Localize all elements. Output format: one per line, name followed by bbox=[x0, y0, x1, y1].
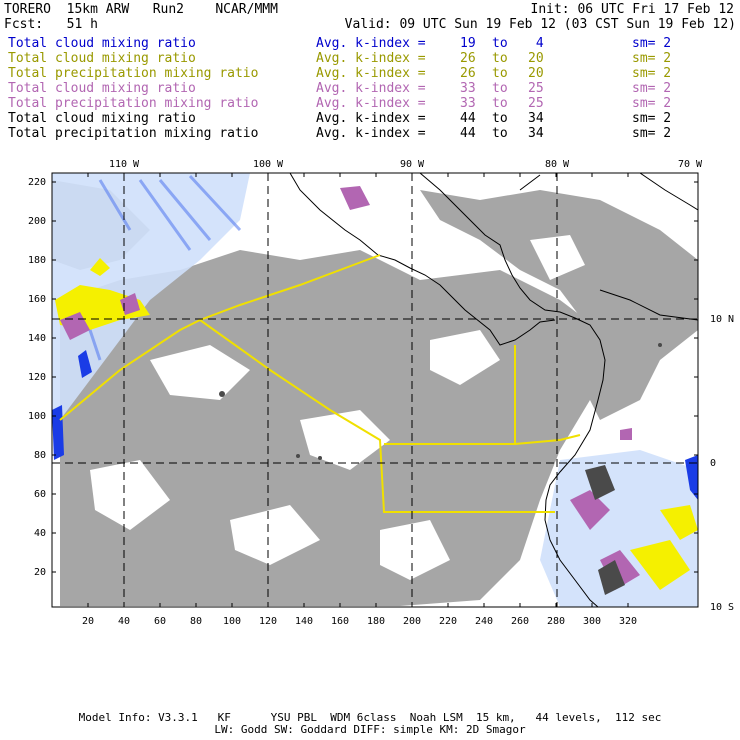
legend-from-value: 26 bbox=[460, 66, 476, 81]
legend-smoothing: sm= 2 bbox=[632, 126, 672, 141]
model-info: Model Info: V3.3.1 KF YSU PBL WDM 6class… bbox=[78, 711, 662, 724]
physics-info: LW: Godd SW: Goddard DIFF: simple KM: 2D… bbox=[214, 723, 526, 736]
legend-to-value: 34 bbox=[528, 126, 544, 141]
precip-blue bbox=[52, 350, 698, 500]
legend-smoothing: sm= 2 bbox=[632, 66, 672, 81]
x-tick-label: 180 bbox=[367, 616, 385, 627]
legend-from-value: 26 bbox=[460, 51, 476, 66]
legend-to-value: 34 bbox=[528, 111, 544, 126]
legend-from-value: 19 bbox=[460, 36, 476, 51]
legend-to-word: to bbox=[492, 111, 508, 126]
x-tick-label: 220 bbox=[439, 616, 457, 627]
y-tick-label: 220 bbox=[28, 177, 46, 188]
coastline bbox=[289, 173, 698, 607]
y-tick-label: 80 bbox=[34, 450, 46, 461]
y-tick-label: 180 bbox=[28, 255, 46, 266]
legend-from-value: 33 bbox=[460, 96, 476, 111]
graticule bbox=[52, 173, 698, 607]
forecast-hour: Fcst: 51 h bbox=[4, 17, 98, 32]
model-title: TORERO 15km ARW Run2 NCAR/MMM bbox=[4, 2, 278, 17]
legend-field-name: Total cloud mixing ratio bbox=[8, 111, 196, 126]
map-frame bbox=[51, 172, 699, 608]
precip-dark bbox=[219, 343, 662, 595]
latitude-label: 10 N bbox=[710, 314, 734, 325]
legend-to-word: to bbox=[492, 66, 508, 81]
x-tick-label: 20 bbox=[82, 616, 94, 627]
x-tick-label: 100 bbox=[223, 616, 241, 627]
legend-from-value: 44 bbox=[460, 126, 476, 141]
legend-index-label: Avg. k-index = bbox=[316, 51, 434, 66]
x-tick-label: 40 bbox=[118, 616, 130, 627]
legend-field-name: Total cloud mixing ratio bbox=[8, 51, 196, 66]
x-tick-label: 60 bbox=[154, 616, 166, 627]
legend-to-value: 4 bbox=[528, 36, 544, 51]
legend-index-label: Avg. k-index = bbox=[316, 36, 434, 51]
legend-index-label: Avg. k-index = bbox=[316, 66, 434, 81]
longitude-label: 90 W bbox=[400, 159, 425, 170]
legend-index-label: Avg. k-index = bbox=[316, 111, 434, 126]
y-tick-label: 40 bbox=[34, 528, 46, 539]
legend-to-value: 20 bbox=[528, 51, 544, 66]
legend-smoothing: sm= 2 bbox=[632, 36, 672, 51]
legend-to-word: to bbox=[492, 96, 508, 111]
legend-from-value: 33 bbox=[460, 81, 476, 96]
legend-index-label: Avg. k-index = bbox=[316, 81, 434, 96]
longitude-label: 80 W bbox=[545, 159, 570, 170]
legend-to-word: to bbox=[492, 36, 508, 51]
legend-field-name: Total precipitation mixing ratio bbox=[8, 126, 259, 141]
legend-smoothing: sm= 2 bbox=[632, 96, 672, 111]
x-tick-label: 140 bbox=[295, 616, 313, 627]
legend-to-value: 25 bbox=[528, 96, 544, 111]
axis-ticks bbox=[52, 173, 698, 607]
longitude-labels: 110 W 100 W 90 W 80 W 70 W bbox=[109, 159, 703, 170]
longitude-label: 110 W bbox=[109, 159, 140, 170]
legend-field-name: Total cloud mixing ratio bbox=[8, 36, 196, 51]
legend-to-word: to bbox=[492, 81, 508, 96]
longitude-label: 100 W bbox=[253, 159, 284, 170]
x-tick-label: 120 bbox=[259, 616, 277, 627]
latitude-labels: 10 N 0 10 S bbox=[710, 314, 734, 613]
legend-smoothing: sm= 2 bbox=[632, 51, 672, 66]
x-tick-label: 280 bbox=[547, 616, 565, 627]
legend-index-label: Avg. k-index = bbox=[316, 96, 434, 111]
y-tick-label: 200 bbox=[28, 216, 46, 227]
cloud-field-gaps bbox=[90, 235, 585, 580]
legend-to-word: to bbox=[492, 51, 508, 66]
x-tick-label: 80 bbox=[190, 616, 202, 627]
y-tick-label: 20 bbox=[34, 567, 46, 578]
legend-smoothing: sm= 2 bbox=[632, 81, 672, 96]
y-tick-label: 100 bbox=[28, 411, 46, 422]
y-tick-label: 140 bbox=[28, 333, 46, 344]
y-tick-label: 160 bbox=[28, 294, 46, 305]
legend-field-name: Total precipitation mixing ratio bbox=[8, 96, 259, 111]
x-tick-label: 160 bbox=[331, 616, 349, 627]
x-tick-label: 200 bbox=[403, 616, 421, 627]
legend-field-name: Total precipitation mixing ratio bbox=[8, 66, 259, 81]
init-time: Init: 06 UTC Fri 17 Feb 12 bbox=[530, 2, 735, 17]
y-tick-label: 120 bbox=[28, 372, 46, 383]
legend-to-value: 25 bbox=[528, 81, 544, 96]
legend-to-word: to bbox=[492, 126, 508, 141]
latitude-label: 0 bbox=[710, 458, 716, 469]
x-tick-label: 300 bbox=[583, 616, 601, 627]
legend-field-name: Total cloud mixing ratio bbox=[8, 81, 196, 96]
y-tick-label: 60 bbox=[34, 489, 46, 500]
legend-smoothing: sm= 2 bbox=[632, 111, 672, 126]
legend-from-value: 44 bbox=[460, 111, 476, 126]
x-tick-label: 320 bbox=[619, 616, 637, 627]
y-axis-tick-labels: 220 200 180 160 140 120 100 80 60 40 20 bbox=[28, 177, 46, 578]
valid-time: Valid: 09 UTC Sun 19 Feb 12 (03 CST Sun … bbox=[344, 17, 736, 32]
legend-to-value: 20 bbox=[528, 66, 544, 81]
x-tick-label: 240 bbox=[475, 616, 493, 627]
legend-index-label: Avg. k-index = bbox=[316, 126, 434, 141]
x-axis-tick-labels: 20 40 60 80 100 120 140 160 180 200 220 240 260 280 30… bbox=[82, 616, 637, 627]
longitude-label: 70 W bbox=[678, 159, 703, 170]
latitude-label: 10 S bbox=[710, 602, 734, 613]
x-tick-label: 260 bbox=[511, 616, 529, 627]
